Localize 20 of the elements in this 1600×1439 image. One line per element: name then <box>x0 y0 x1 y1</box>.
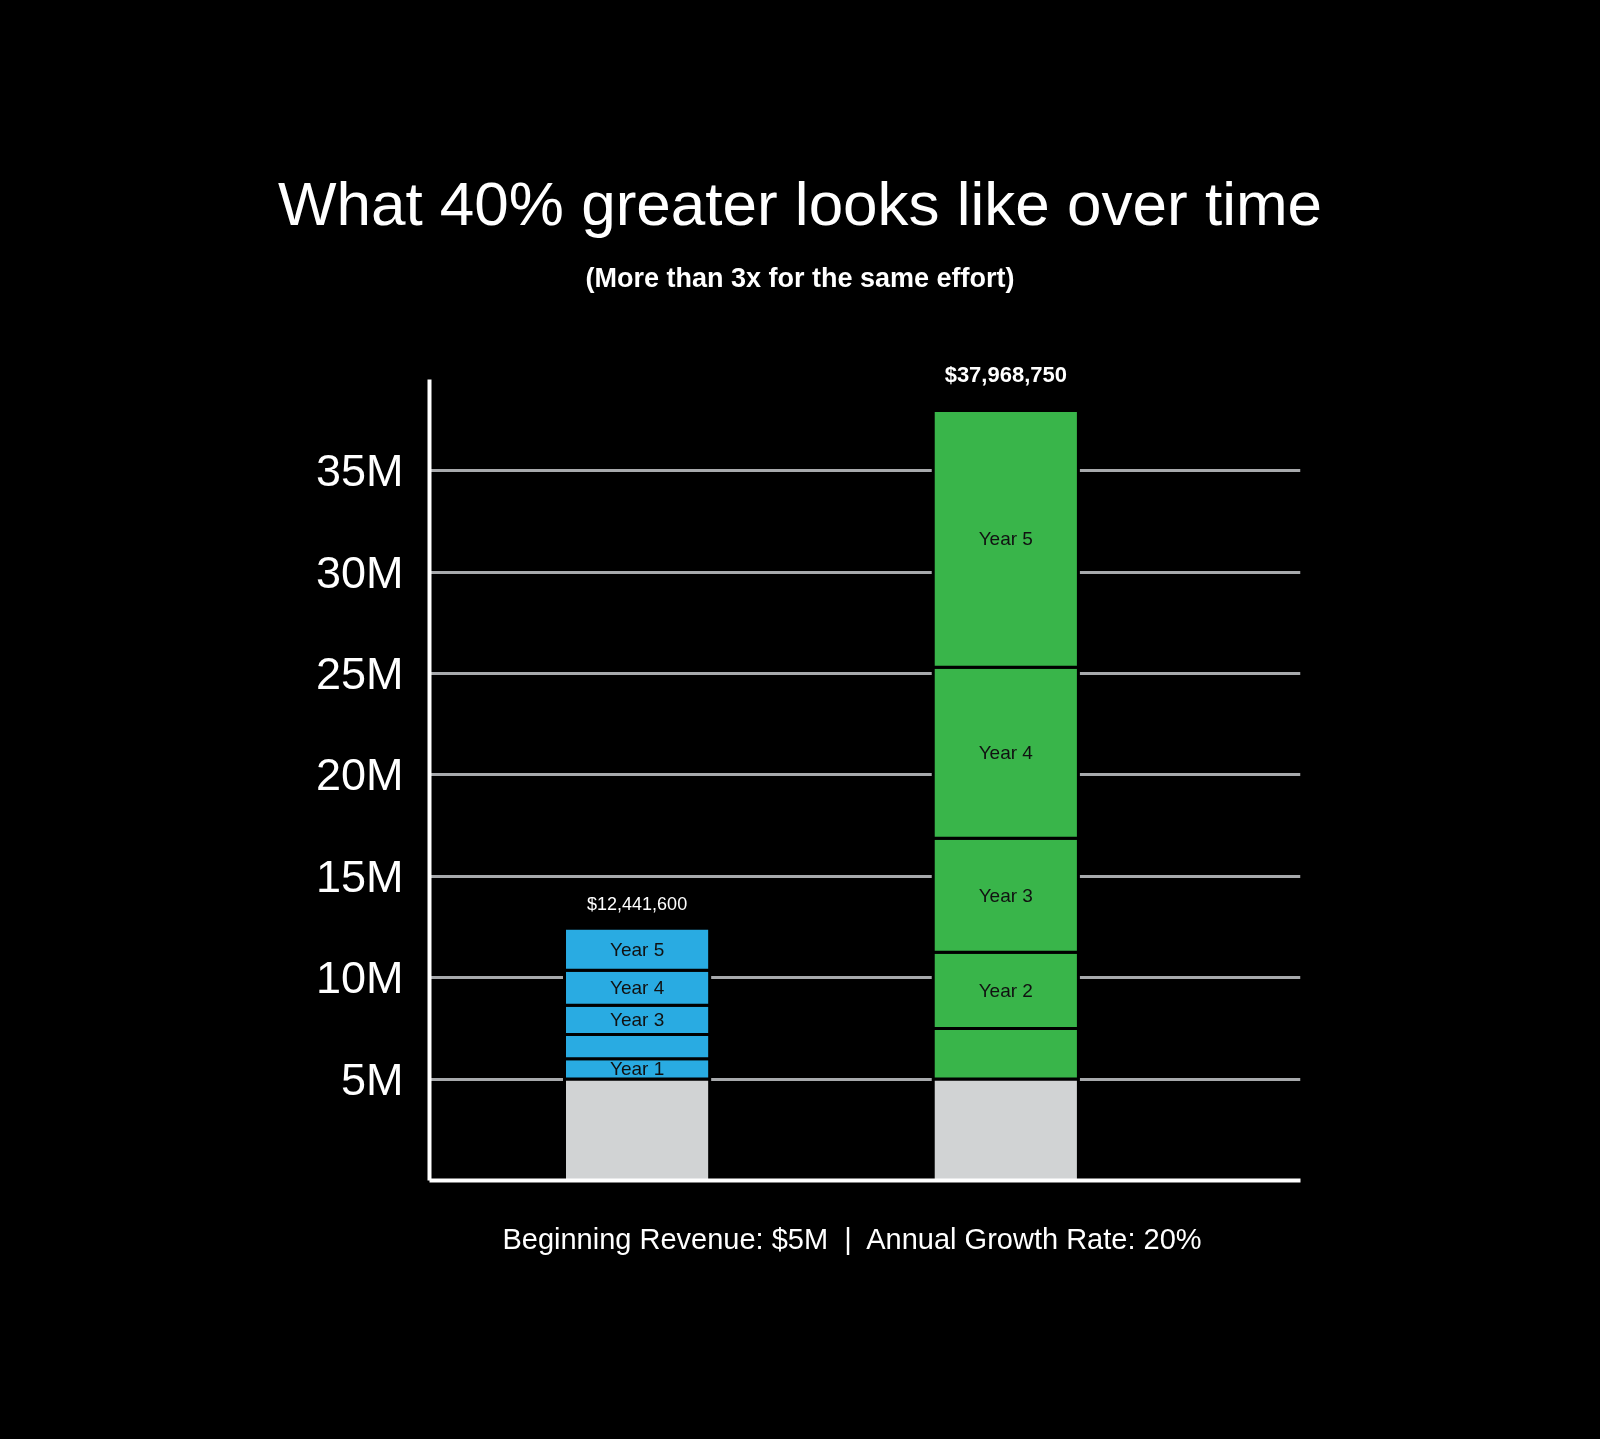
data-label: Year 4 <box>978 742 1034 764</box>
y-tick-label: 25M <box>315 648 404 700</box>
y-tick-label: 30M <box>315 546 404 598</box>
total-label: $37,968,750 <box>944 361 1067 387</box>
total-label: $12,441,600 <box>587 894 688 915</box>
data-label: Year 3 <box>978 884 1033 906</box>
data-label: Year 2 <box>978 979 1033 1001</box>
chart-title: What 40% greater looks like over time <box>276 168 1324 240</box>
y-tick-label: 10M <box>315 952 404 1004</box>
chart-subtitle: (More than 3x for the same effort) <box>584 262 1016 295</box>
y-tick-label: 20M <box>315 749 404 801</box>
y-tick-label: 35M <box>315 445 404 497</box>
text: Beginning Revenue: $5M | Annual Growth Rate: 20% <box>501 1222 1203 1256</box>
y-tick-label: 15M <box>315 850 404 902</box>
y-tick-label: 5M <box>340 1053 404 1105</box>
data-label: Year 5 <box>609 938 665 960</box>
data-label: Year 4 <box>609 977 665 999</box>
data-label: Year 1 <box>609 1058 665 1080</box>
data-label: Year 5 <box>978 528 1033 550</box>
data-label: Year 3 <box>609 1009 665 1031</box>
